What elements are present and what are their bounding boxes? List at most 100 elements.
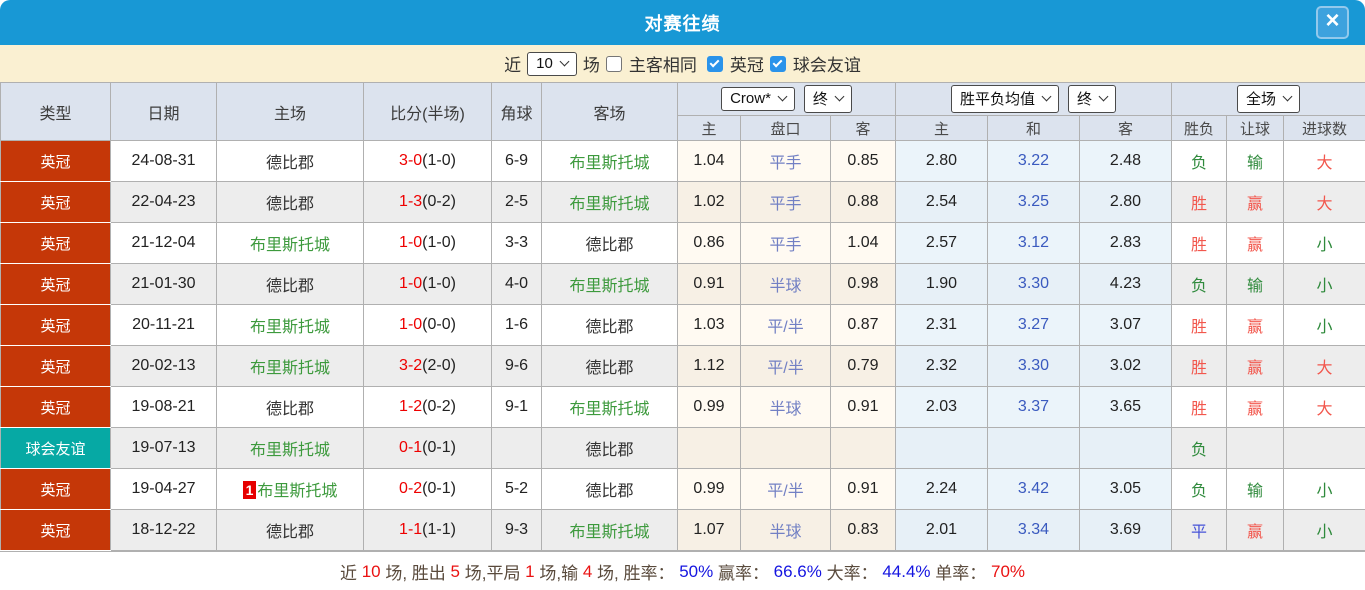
sub-header-goals: 进球数 bbox=[1282, 115, 1365, 141]
avg-draw-cell: 3.34 bbox=[987, 509, 1080, 551]
friendly-checkbox[interactable] bbox=[769, 55, 786, 72]
result-goals-cell bbox=[1282, 427, 1365, 469]
games-label: 场 bbox=[582, 56, 600, 75]
scope-group-header: 全场 bbox=[1170, 82, 1365, 116]
score-cell: 0-2(0-1) bbox=[363, 468, 492, 510]
avg-draw-cell: 3.27 bbox=[987, 304, 1080, 346]
scope-value: 全场 bbox=[1246, 91, 1277, 108]
away-team-name: 布里斯托城 bbox=[569, 196, 650, 213]
corners-cell: 6-9 bbox=[491, 140, 542, 182]
home-team-cell: 德比郡 bbox=[216, 386, 364, 428]
result-handicap-cell: 输 bbox=[1226, 263, 1284, 305]
summary-bar: 近 10 场, 胜出 5 场,平局 1 场,输 4 场, 胜率： 50% 赢率：… bbox=[0, 551, 1365, 590]
home-team-cell: 布里斯托城 bbox=[216, 345, 364, 387]
avg-away-cell: 3.02 bbox=[1079, 345, 1172, 387]
away-team-name: 布里斯托城 bbox=[569, 524, 650, 541]
avg-type-select[interactable]: 胜平负均值 bbox=[950, 85, 1059, 113]
odds-home-cell: 0.99 bbox=[677, 386, 741, 428]
result-wdl-cell: 胜 bbox=[1171, 304, 1227, 346]
avg-draw-cell: 3.25 bbox=[987, 181, 1080, 223]
col-header-score: 比分(半场) bbox=[363, 82, 492, 141]
odds-time-select[interactable]: 终 bbox=[803, 85, 852, 113]
odds-away-cell: 1.04 bbox=[830, 222, 896, 264]
halftime-score: (1-0) bbox=[422, 234, 456, 251]
date-cell: 19-07-13 bbox=[110, 427, 217, 469]
league-checkbox[interactable] bbox=[706, 55, 723, 72]
fulltime-score: 1-3 bbox=[399, 193, 423, 210]
match-type-cell: 英冠 bbox=[0, 468, 111, 510]
home-team-name: 德比郡 bbox=[265, 401, 314, 418]
recent-count-value: 10 bbox=[536, 54, 553, 72]
away-team-name: 布里斯托城 bbox=[569, 278, 650, 295]
date-cell: 20-11-21 bbox=[110, 304, 217, 346]
avg-away-cell: 2.48 bbox=[1079, 140, 1172, 182]
odds-group-header: Crow* 终 bbox=[677, 82, 896, 116]
handicap-cell: 平手 bbox=[740, 222, 831, 264]
date-cell: 21-12-04 bbox=[110, 222, 217, 264]
col-header-home: 主场 bbox=[216, 82, 364, 141]
recent-count-select[interactable]: 10 bbox=[527, 51, 577, 76]
odds-away-cell: 0.85 bbox=[830, 140, 896, 182]
col-header-away: 客场 bbox=[541, 82, 678, 141]
corners-cell: 9-1 bbox=[491, 386, 542, 428]
avg-draw-cell: 3.30 bbox=[987, 263, 1080, 305]
corners-cell: 5-2 bbox=[491, 468, 542, 510]
avg-away-cell: 2.80 bbox=[1079, 181, 1172, 223]
odds-company-select[interactable]: Crow* bbox=[721, 87, 795, 111]
away-team-cell: 德比郡 bbox=[541, 427, 678, 469]
result-goals-cell: 大 bbox=[1282, 386, 1365, 428]
summary-segment: 5 bbox=[450, 561, 460, 581]
friendly-label: 球会友谊 bbox=[792, 56, 861, 75]
check-icon bbox=[709, 57, 720, 68]
odds-away-cell: 0.83 bbox=[830, 509, 896, 551]
odds-home-cell: 0.91 bbox=[677, 263, 741, 305]
avg-draw-cell bbox=[987, 427, 1080, 469]
same-venue-checkbox[interactable] bbox=[605, 55, 622, 72]
recent-label: 近 bbox=[504, 56, 522, 75]
away-team-name: 德比郡 bbox=[585, 360, 634, 377]
fulltime-score: 0-1 bbox=[399, 439, 423, 456]
halftime-score: (1-0) bbox=[422, 275, 456, 292]
corners-cell: 1-6 bbox=[491, 304, 542, 346]
home-team-name: 布里斯托城 bbox=[249, 237, 330, 254]
date-cell: 22-04-23 bbox=[110, 181, 217, 223]
red-card-badge: 1 bbox=[242, 481, 257, 499]
result-goals-cell: 小 bbox=[1282, 304, 1365, 346]
away-team-cell: 德比郡 bbox=[541, 222, 678, 264]
chevron-down-icon bbox=[559, 56, 570, 66]
score-cell: 1-2(0-2) bbox=[363, 386, 492, 428]
result-handicap-cell: 输 bbox=[1226, 468, 1284, 510]
home-team-cell: 布里斯托城 bbox=[216, 304, 364, 346]
avg-away-cell: 3.07 bbox=[1079, 304, 1172, 346]
odds-home-cell: 1.02 bbox=[677, 181, 741, 223]
table-row: 英冠 21-12-04 布里斯托城 1-0(1-0) 3-3 德比郡 0.86 平手 1.04 2… bbox=[0, 222, 1365, 264]
summary-segment: 50% bbox=[679, 561, 714, 581]
handicap-cell: 平手 bbox=[740, 181, 831, 223]
sub-header-wdl: 胜负 bbox=[1171, 115, 1227, 141]
result-goals-cell: 大 bbox=[1282, 181, 1365, 223]
scope-select[interactable]: 全场 bbox=[1237, 85, 1301, 113]
result-handicap-cell: 赢 bbox=[1226, 304, 1284, 346]
match-history-table: 类型 日期 主场 比分(半场) 角球 客场 Crow* 终 bbox=[0, 82, 1365, 551]
result-handicap-cell: 赢 bbox=[1226, 345, 1284, 387]
avg-time-select[interactable]: 终 bbox=[1068, 85, 1117, 113]
fulltime-score: 3-0 bbox=[399, 152, 423, 169]
home-team-cell: 德比郡 bbox=[216, 509, 364, 551]
avg-home-cell bbox=[895, 427, 988, 469]
result-wdl-cell: 平 bbox=[1171, 509, 1227, 551]
result-handicap-cell: 输 bbox=[1226, 140, 1284, 182]
home-team-name: 布里斯托城 bbox=[249, 319, 330, 336]
score-cell: 0-1(0-1) bbox=[363, 427, 492, 469]
col-header-corners: 角球 bbox=[491, 82, 542, 141]
corners-cell: 9-3 bbox=[491, 509, 542, 551]
avg-home-cell: 2.24 bbox=[895, 468, 988, 510]
score-cell: 3-0(1-0) bbox=[363, 140, 492, 182]
result-goals-cell: 大 bbox=[1282, 140, 1365, 182]
summary-segment: 4 bbox=[582, 561, 593, 581]
home-team-name: 德比郡 bbox=[265, 155, 314, 172]
sub-header-avg-away: 客 bbox=[1079, 115, 1172, 141]
avg-away-cell: 3.05 bbox=[1079, 468, 1172, 510]
close-button[interactable]: × bbox=[1316, 6, 1349, 39]
league-label: 英冠 bbox=[729, 56, 764, 75]
home-team-cell: 1 布里斯托城 bbox=[216, 468, 364, 510]
